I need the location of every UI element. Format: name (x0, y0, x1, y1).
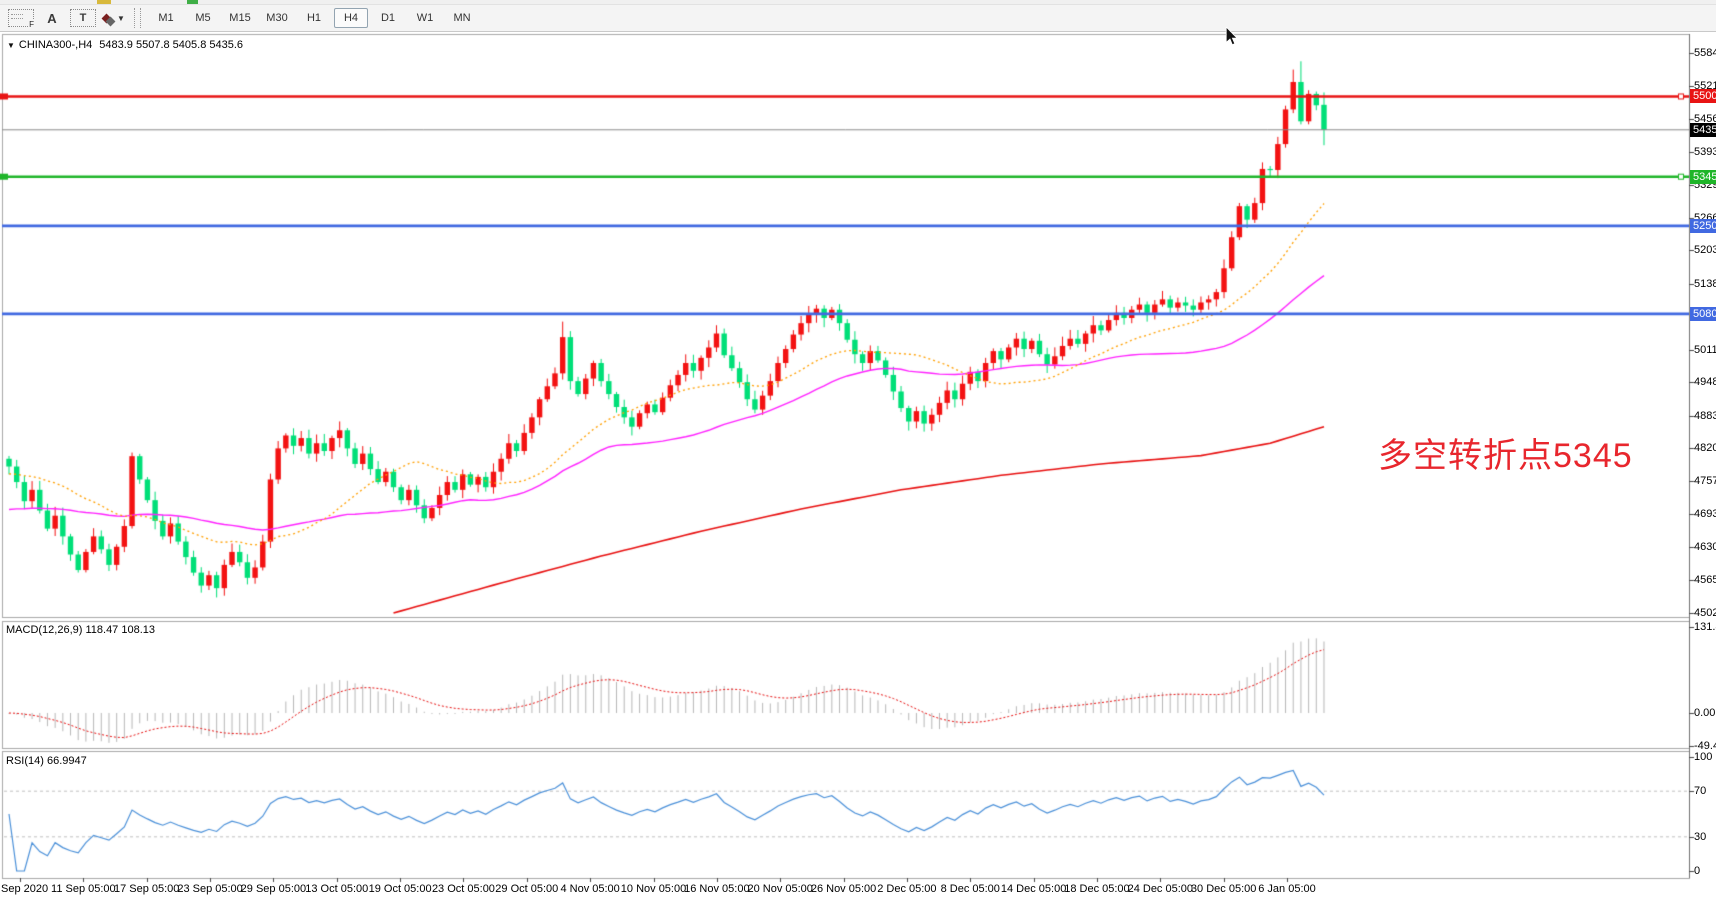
price-tick-label: 5138. (1694, 277, 1716, 290)
symbol-period-label: CHINA300-,H4 (18, 39, 93, 51)
chart-annotation-text[interactable]: 多空转折点5345 (1378, 437, 1633, 475)
date-tick-label: 14 Dec 05:00 (1000, 883, 1067, 895)
timeframe-button-m15[interactable]: M15 (229, 12, 251, 24)
price-tick-label: 4948. (1694, 376, 1716, 389)
date-tick-label: 19 Oct 05:00 (368, 883, 432, 895)
price-tick-label: 4565. (1694, 574, 1716, 587)
price-tick-label: 4502. (1694, 607, 1716, 619)
macd-axis-label: 131.83 (1694, 621, 1716, 633)
crosshair-tool-button[interactable]: F (8, 9, 34, 29)
date-tick-label: 7 Sep 2020 (0, 883, 49, 895)
chart-title: ▼ CHINA300-,H4 5483.9 5507.8 5405.8 5435… (7, 39, 243, 51)
price-tick-label: 4883. (1694, 409, 1716, 422)
main-toolbar: F A T ▼ M1 M5 M15 M30 H1 H4 D1 W1 MN (0, 5, 1716, 32)
timeframe-button-w1[interactable]: W1 (416, 12, 434, 24)
timeframe-button-m30[interactable]: M30 (266, 12, 288, 24)
price-tick-label: 5203. (1694, 244, 1716, 257)
price-badge: 5500. (1690, 89, 1716, 104)
price-tick-label: 5521. (1694, 79, 1716, 92)
mouse-cursor-icon (1225, 25, 1239, 51)
rsi-axis-label: 30 (1694, 830, 1707, 843)
label-tool-button[interactable]: A (47, 10, 57, 26)
price-tick-label: 4757. (1694, 475, 1716, 488)
date-tick-label: 26 Nov 05:00 (810, 883, 877, 895)
price-tick-label: 4820. (1694, 442, 1716, 455)
price-badge: 5345. (1690, 169, 1716, 184)
date-tick-label: 23 Sep 05:00 (177, 883, 243, 895)
price-tick-label: 5456. (1694, 113, 1716, 126)
rsi-indicator-label: RSI(14) 66.9947 (6, 755, 87, 767)
date-tick-label: 29 Sep 05:00 (240, 883, 307, 895)
date-tick-label: 18 Dec 05:00 (1064, 883, 1130, 895)
date-tick-label: 8 Dec 05:00 (940, 883, 1000, 895)
macd-axis-label: -49.48 (1694, 739, 1716, 752)
price-badge: 5080. (1690, 306, 1716, 321)
toolbar-fragment-icon (97, 0, 111, 4)
price-tick-label: 5584. (1694, 47, 1716, 59)
price-badge: 5250. (1690, 218, 1716, 233)
crosshair-icon (11, 18, 23, 19)
chevron-down-icon: ▼ (117, 13, 125, 23)
timeframe-button-d1[interactable]: D1 (380, 12, 396, 24)
crosshair-icon (11, 14, 23, 15)
price-tick-label: 5011. (1694, 343, 1716, 356)
timeframe-button-m1[interactable]: M1 (158, 12, 174, 24)
date-tick-label: 16 Nov 05:00 (684, 883, 750, 895)
collapse-triangle-icon[interactable]: ▼ (7, 40, 15, 50)
timeframe-button-h4[interactable]: H4 (334, 8, 368, 28)
date-tick-label: 10 Nov 05:00 (620, 883, 687, 895)
timeframe-toolbar: M1 M5 M15 M30 H1 H4 D1 W1 MN (149, 8, 482, 28)
date-tick-label: 6 Jan 05:00 (1258, 883, 1316, 895)
date-tick-label: 24 Dec 05:00 (1127, 883, 1194, 895)
timeframe-button-m5[interactable]: M5 (195, 12, 211, 24)
date-tick-label: 13 Oct 05:00 (305, 883, 369, 895)
date-tick-label: 29 Oct 05:00 (495, 883, 559, 895)
date-tick-label: 23 Oct 05:00 (431, 883, 495, 895)
toolbar-fragment-icon (187, 0, 198, 4)
toolbar-row-partial (0, 0, 1716, 5)
price-tick-label: 5393. (1694, 145, 1716, 158)
price-tick-label: 4693. (1694, 508, 1716, 521)
rsi-axis-label: 0 (1694, 865, 1701, 877)
macd-axis-label: 0.00 (1694, 707, 1716, 719)
date-tick-label: 20 Nov 05:00 (747, 883, 813, 895)
price-badge: 5435. (1690, 122, 1716, 137)
toolbar-separator (134, 8, 141, 28)
date-tick-label: 2 Dec 05:00 (877, 883, 937, 895)
macd-indicator-label: MACD(12,26,9) 118.47 108.13 (6, 624, 155, 636)
rsi-axis-label: 100 (1694, 751, 1713, 763)
crosshair-label: F (28, 20, 34, 29)
text-tool-button[interactable]: T (70, 9, 96, 27)
timeframe-button-h1[interactable]: H1 (306, 12, 322, 24)
price-tick-label: 4630. (1694, 540, 1716, 553)
timeframe-button-mn[interactable]: MN (453, 12, 471, 24)
date-tick-label: 11 Sep 05:00 (51, 883, 116, 895)
rsi-axis-label: 70 (1694, 785, 1707, 798)
ohlc-values: 5483.9 5507.8 5405.8 5435.6 (99, 39, 244, 51)
date-tick-label: 17 Sep 05:00 (113, 883, 180, 895)
date-tick-label: 4 Nov 05:00 (560, 883, 620, 895)
arrows-tool-button[interactable]: ▼ (101, 7, 126, 29)
date-tick-label: 30 Dec 05:00 (1190, 883, 1257, 895)
